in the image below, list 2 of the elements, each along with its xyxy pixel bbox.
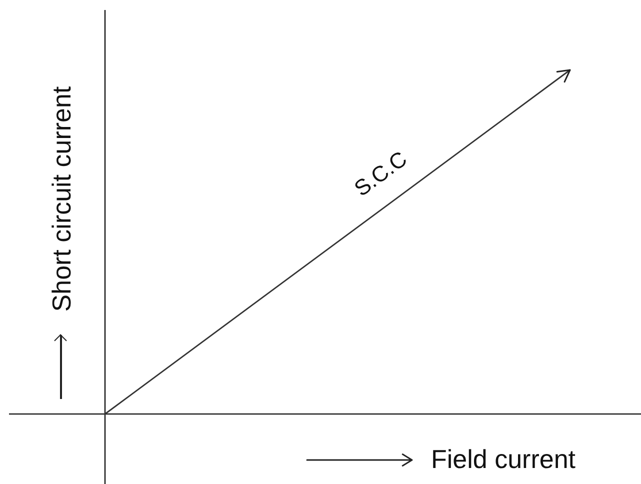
x-axis-title: Field current xyxy=(431,444,576,474)
y-axis-title: Short circuit current xyxy=(46,86,76,312)
